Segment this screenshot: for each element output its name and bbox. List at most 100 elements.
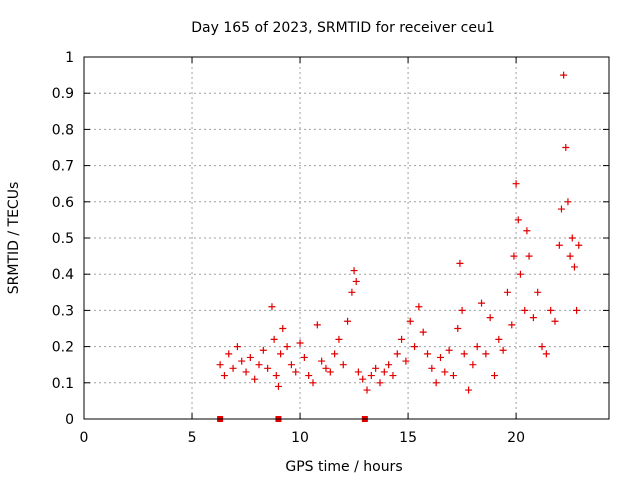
data-point (313, 321, 321, 329)
data-point (547, 306, 555, 314)
y-tick-label: 0.3 (52, 303, 74, 319)
data-point (318, 357, 326, 365)
data-point (478, 299, 486, 307)
data-point (220, 372, 228, 380)
data-point (495, 335, 503, 343)
data-point (566, 252, 574, 260)
data-point (419, 328, 427, 336)
data-point (557, 205, 565, 213)
data-point (529, 314, 537, 322)
data-point (326, 368, 334, 376)
data-point (277, 350, 285, 358)
y-axis-label: SRMTID / TECUs (6, 182, 22, 295)
data-point (542, 350, 550, 358)
data-point (445, 346, 453, 354)
data-point (225, 350, 233, 358)
data-point (562, 144, 570, 151)
data-point (398, 335, 406, 343)
axis-ticks: 00.10.20.30.40.50.60.70.80.910 5 10 15 20 (52, 50, 609, 446)
data-point (344, 317, 352, 325)
data-point (229, 364, 237, 372)
data-point (465, 386, 473, 394)
data-point (272, 372, 280, 380)
data-point (372, 364, 380, 372)
data-point (259, 346, 267, 354)
data-point (516, 270, 524, 278)
data-point (499, 346, 507, 354)
data-point (469, 361, 477, 369)
y-tick-label: 1 (65, 50, 74, 66)
data-point (490, 372, 498, 380)
data-point (242, 368, 250, 376)
data-point (564, 198, 572, 206)
data-point (389, 372, 397, 380)
data-point (238, 357, 246, 365)
data-point (460, 350, 468, 358)
x-tick-label: 5 (188, 430, 197, 446)
data-point (436, 353, 444, 361)
data-point (305, 372, 313, 380)
data-point (510, 252, 518, 260)
y-tick-label: 0.8 (52, 122, 74, 138)
data-point (473, 343, 481, 351)
data-point (251, 375, 259, 383)
x-tick-label: 10 (291, 430, 309, 446)
data-point (376, 379, 384, 387)
data-point (573, 306, 581, 314)
data-point (380, 368, 388, 376)
data-point (283, 343, 291, 351)
data-point (424, 350, 432, 358)
data-point (512, 180, 520, 188)
data-point (575, 241, 583, 249)
data-point (415, 303, 423, 311)
y-tick-label: 0.4 (52, 267, 74, 283)
x-tick-label: 20 (507, 430, 525, 446)
data-point (482, 350, 490, 358)
data-point (255, 361, 263, 369)
data-point (335, 335, 343, 343)
data-point (523, 227, 531, 235)
data-point (560, 71, 568, 79)
data-point (428, 364, 436, 372)
data-point (538, 343, 546, 351)
y-tick-label: 0.6 (52, 195, 74, 211)
data-point (246, 353, 254, 361)
data-point (274, 382, 282, 390)
data-points (216, 71, 583, 394)
data-point (363, 386, 371, 394)
data-point (264, 364, 272, 372)
data-point (309, 379, 317, 387)
y-tick-label: 0.9 (52, 86, 74, 102)
data-point (300, 353, 308, 361)
data-point (216, 361, 224, 369)
data-point (514, 216, 522, 224)
data-point (393, 350, 401, 358)
data-point (268, 303, 276, 311)
data-point (296, 339, 304, 347)
chart-title: Day 165 of 2023, SRMTID for receiver ceu… (191, 20, 495, 36)
data-point (406, 317, 414, 325)
data-point (287, 361, 295, 369)
data-point (354, 368, 362, 376)
data-point (555, 241, 563, 249)
data-point (359, 375, 367, 383)
data-point (352, 277, 360, 285)
y-tick-label: 0.7 (52, 159, 74, 175)
data-point (331, 350, 339, 358)
data-point (454, 325, 462, 332)
data-point (508, 321, 516, 329)
data-point (432, 379, 440, 387)
data-point (348, 288, 356, 296)
data-point (402, 357, 410, 365)
y-tick-label: 0 (65, 412, 74, 428)
data-point (525, 252, 533, 260)
data-point (486, 314, 494, 322)
data-point (411, 343, 419, 351)
data-point (367, 372, 375, 380)
x-tick-label: 15 (399, 430, 417, 446)
data-point (233, 343, 241, 351)
data-point (385, 361, 393, 369)
data-point (521, 306, 529, 314)
x-axis-label: GPS time / hours (285, 459, 402, 475)
